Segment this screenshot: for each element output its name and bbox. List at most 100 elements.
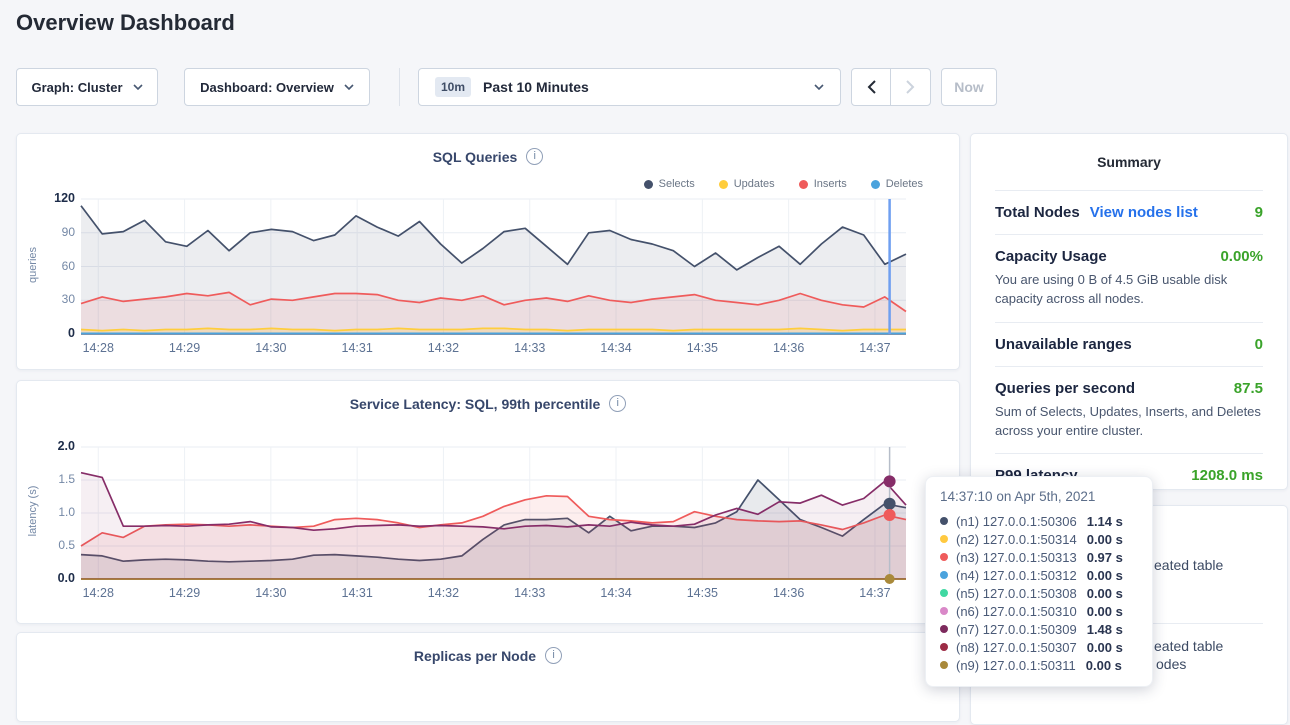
capacity-usage-value: 0.00%	[1220, 248, 1263, 265]
service-latency-chart-title: Service Latency: SQL, 99th percentile	[350, 396, 601, 412]
tooltip-row: (n5) 127.0.0.1:50308 0.00 s	[940, 584, 1138, 602]
tooltip-timestamp: 14:37:10 on Apr 5th, 2021	[940, 489, 1138, 504]
tooltip-node-label: (n6) 127.0.0.1:50310	[956, 604, 1077, 619]
tooltip-node-label: (n4) 127.0.0.1:50312	[956, 568, 1077, 583]
x-axis-tick: 14:32	[415, 341, 471, 355]
legend-label: Updates	[734, 178, 775, 190]
tooltip-node-value: 1.14 s	[1087, 514, 1123, 529]
x-axis-tick: 14:34	[588, 341, 644, 355]
time-range-label: Past 10 Minutes	[483, 79, 589, 95]
legend-label: Selects	[659, 178, 695, 190]
tooltip-node-label: (n2) 127.0.0.1:50314	[956, 532, 1077, 547]
event-item-fragment: eated table	[1154, 557, 1223, 573]
info-icon[interactable]: i	[609, 395, 626, 412]
info-icon[interactable]: i	[526, 148, 543, 165]
tooltip-node-value: 0.00 s	[1086, 658, 1122, 673]
series-color-dot	[940, 607, 948, 615]
hover-dot	[885, 574, 895, 584]
x-axis-tick: 14:36	[761, 586, 817, 600]
x-axis-tick: 14:33	[502, 341, 558, 355]
series-color-dot	[940, 661, 948, 669]
x-axis-tick: 14:36	[761, 341, 817, 355]
tooltip-node-value: 0.00 s	[1087, 568, 1123, 583]
legend-dot	[799, 180, 808, 189]
tooltip-row: (n9) 127.0.0.1:50311 0.00 s	[940, 656, 1138, 674]
x-axis-tick: 14:30	[243, 341, 299, 355]
chevron-left-icon	[867, 80, 876, 94]
tooltip-node-label: (n3) 127.0.0.1:50313	[956, 550, 1077, 565]
chevron-down-icon	[344, 84, 354, 90]
event-item-fragment: odes	[1156, 656, 1186, 672]
legend-item[interactable]: Selects	[644, 178, 695, 190]
legend-item[interactable]: Inserts	[799, 178, 847, 190]
service-latency-chart[interactable]	[81, 447, 906, 579]
graph-dropdown[interactable]: Graph: Cluster	[16, 68, 158, 106]
unavailable-ranges-value: 0	[1255, 336, 1263, 353]
sql-queries-chart-panel: SQL Queries i 030609012014:2814:2914:301…	[16, 133, 960, 370]
x-axis-tick: 14:32	[415, 586, 471, 600]
series-color-dot	[940, 625, 948, 633]
series-color-dot	[940, 589, 948, 597]
tooltip-rows: (n1) 127.0.0.1:503061.14 s(n2) 127.0.0.1…	[940, 512, 1138, 674]
dashboard-dropdown[interactable]: Dashboard: Overview	[184, 68, 370, 106]
tooltip-node-label: (n9) 127.0.0.1:50311	[956, 658, 1076, 673]
chevron-down-icon	[133, 84, 143, 90]
y-axis-label: latency (s)	[27, 481, 39, 541]
legend-item[interactable]: Deletes	[871, 178, 923, 190]
x-axis-tick: 14:28	[70, 341, 126, 355]
tooltip-row: (n7) 127.0.0.1:503091.48 s	[940, 620, 1138, 638]
qps-value: 87.5	[1234, 380, 1263, 397]
page-title: Overview Dashboard	[16, 10, 235, 36]
event-item-fragment: eated table	[1154, 638, 1223, 654]
x-axis-tick: 14:29	[157, 341, 213, 355]
chart-legend: Selects Updates Inserts Deletes	[644, 178, 923, 190]
chart-tooltip: 14:37:10 on Apr 5th, 2021 (n1) 127.0.0.1…	[925, 476, 1153, 687]
now-button[interactable]: Now	[941, 68, 997, 106]
tooltip-node-value: 1.48 s	[1087, 622, 1123, 637]
tooltip-row: (n4) 127.0.0.1:50312 0.00 s	[940, 566, 1138, 584]
x-axis-tick: 14:37	[847, 586, 903, 600]
legend-label: Deletes	[886, 178, 923, 190]
tooltip-node-value: 0.00 s	[1087, 586, 1123, 601]
time-range-badge: 10m	[435, 77, 471, 97]
time-range-dropdown[interactable]: 10m Past 10 Minutes	[418, 68, 841, 106]
x-axis-tick: 14:34	[588, 586, 644, 600]
x-axis-tick: 14:37	[847, 341, 903, 355]
x-axis-tick: 14:35	[674, 586, 730, 600]
toolbar-divider	[399, 68, 400, 106]
tooltip-row: (n1) 127.0.0.1:503061.14 s	[940, 512, 1138, 530]
tooltip-node-label: (n8) 127.0.0.1:50307	[956, 640, 1077, 655]
sql-queries-chart[interactable]	[81, 199, 906, 334]
series-color-dot	[940, 535, 948, 543]
hover-dot	[884, 475, 896, 487]
tooltip-row: (n3) 127.0.0.1:503130.97 s	[940, 548, 1138, 566]
x-axis-tick: 14:29	[157, 586, 213, 600]
view-nodes-list-link[interactable]: View nodes list	[1090, 204, 1198, 221]
sql-queries-chart-title: SQL Queries	[433, 149, 518, 165]
legend-item[interactable]: Updates	[719, 178, 775, 190]
time-next-button[interactable]	[890, 68, 931, 106]
y-axis-tick: 0	[31, 326, 75, 340]
service-latency-chart-panel: Service Latency: SQL, 99th percentile i …	[16, 380, 960, 624]
graph-dropdown-label: Graph: Cluster	[31, 80, 122, 95]
series-color-dot	[940, 517, 948, 525]
chevron-down-icon	[814, 84, 824, 90]
total-nodes-value: 9	[1255, 204, 1263, 221]
summary-title: Summary	[995, 154, 1263, 170]
x-axis-tick: 14:30	[243, 586, 299, 600]
y-axis-tick: 2.0	[31, 439, 75, 453]
summary-row-total-nodes: Total Nodes View nodes list 9	[995, 190, 1263, 234]
time-prev-button[interactable]	[851, 68, 891, 106]
tooltip-row: (n6) 127.0.0.1:50310 0.00 s	[940, 602, 1138, 620]
summary-row-qps: Queries per second 87.5 Sum of Selects, …	[995, 366, 1263, 454]
tooltip-node-value: 0.00 s	[1087, 604, 1123, 619]
x-axis-tick: 14:28	[70, 586, 126, 600]
legend-dot	[719, 180, 728, 189]
toolbar: Graph: Cluster Dashboard: Overview 10m P…	[0, 68, 1290, 106]
info-icon[interactable]: i	[545, 647, 562, 664]
tooltip-node-label: (n5) 127.0.0.1:50308	[956, 586, 1077, 601]
qps-description: Sum of Selects, Updates, Inserts, and De…	[995, 403, 1263, 441]
x-axis-tick: 14:31	[329, 586, 385, 600]
tooltip-row: (n2) 127.0.0.1:503140.00 s	[940, 530, 1138, 548]
hover-dot	[884, 509, 896, 521]
